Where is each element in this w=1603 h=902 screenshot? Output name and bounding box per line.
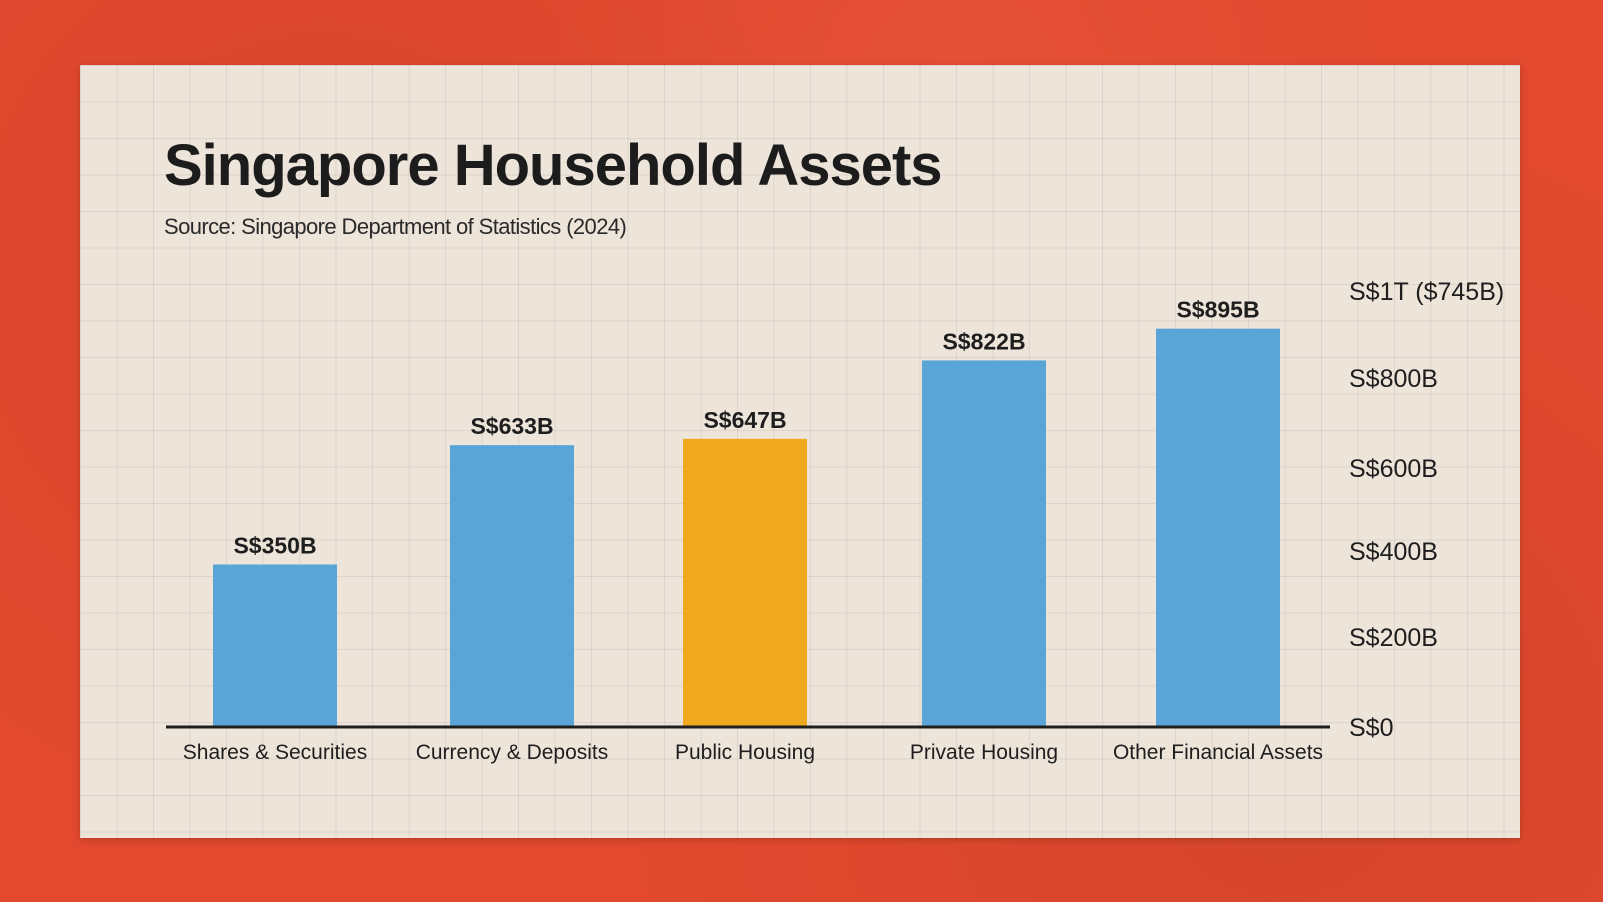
bar-value-label: S$895B [1176,297,1259,323]
bar-value-label: S$633B [470,413,553,439]
bar-1 [213,564,337,727]
y-tick-label: S$800B [1349,365,1438,393]
bar-3 [683,438,807,727]
bar-4 [922,360,1046,727]
y-tick-label: S$200B [1349,624,1438,652]
category-label: Shares & Securities [183,741,367,764]
y-tick-label: S$0 [1349,714,1393,742]
bars-group: S$350B S$633B S$647B S$822B S$895B [213,297,1280,727]
y-axis-ticks: S$0 S$200B S$400B S$600B S$800B S$1T ($745B) [1349,278,1504,742]
bar-value-label: S$350B [233,533,316,559]
y-tick-label: S$600B [1349,455,1438,483]
chart-subtitle: Source: Singapore Department of Statisti… [164,214,627,239]
category-label: Private Housing [910,741,1058,764]
bar-value-label: S$647B [703,407,786,433]
category-label: Currency & Deposits [416,741,609,764]
bar-value-label: S$822B [942,328,1025,354]
y-tick-label: S$400B [1349,538,1438,566]
y-tick-label: S$1T ($745B) [1349,278,1504,306]
bar-2 [450,445,574,727]
category-label: Public Housing [675,741,815,764]
x-axis-categories: Shares & Securities Currency & Deposits Pu… [183,741,1323,764]
chart-title: Singapore Household Assets [164,133,943,198]
category-label: Other Financial Assets [1113,741,1323,764]
bar-5 [1156,328,1280,727]
